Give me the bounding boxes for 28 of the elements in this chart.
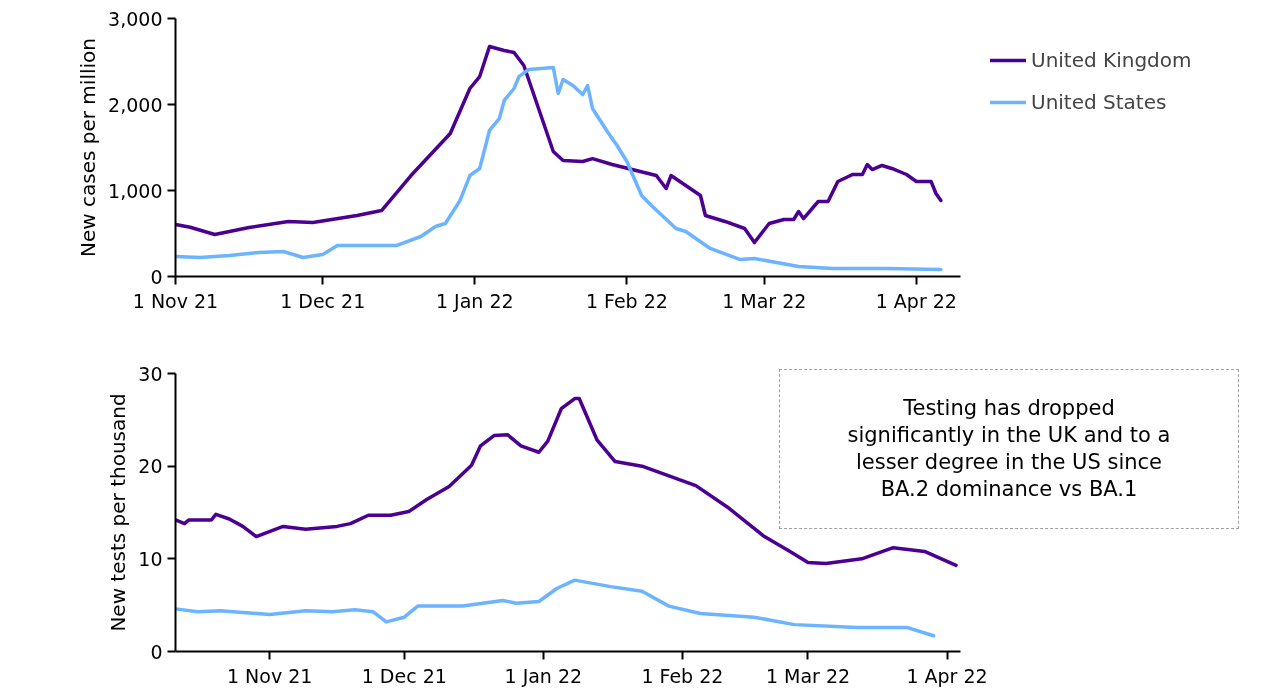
x-tick-label: 1 Nov 21 [226, 664, 313, 687]
x-tick-label: 1 Jan 22 [504, 664, 583, 687]
x-tick-label: 1 Feb 22 [585, 289, 668, 312]
annotation: Testing has dropped significantly in the UK and to a lesser degree in the US since BA.2 dominance vs BA.1 [779, 369, 1239, 529]
x-tick-label: 1 Mar 22 [722, 289, 807, 312]
legend-label: United Kingdom [1031, 48, 1192, 72]
y-tick-label: 3,000 [108, 7, 163, 30]
line-series [175, 65, 943, 272]
y-tick-label: 0 [150, 265, 163, 288]
line-series [175, 44, 943, 245]
line-series [175, 578, 936, 638]
y-tick-label: 20 [138, 455, 163, 478]
y-tick-label: 30 [138, 362, 163, 385]
x-tick-label: 1 Apr 22 [906, 664, 988, 687]
y-tick-label: 10 [138, 547, 163, 570]
y-tick-label: 2,000 [108, 93, 163, 116]
x-tick-label: 1 Dec 21 [280, 289, 366, 312]
y-axis-title: New tests per thousand [106, 393, 131, 632]
x-tick-label: 1 Feb 22 [641, 664, 724, 687]
y-axis-title: New cases per million [76, 38, 101, 257]
y-tick-label: 1,000 [108, 179, 163, 202]
x-tick-label: 1 Apr 22 [875, 289, 957, 312]
x-tick-label: 1 Mar 22 [765, 664, 851, 687]
x-tick-label: 1 Dec 21 [361, 664, 447, 687]
x-tick-label: 1 Jan 22 [435, 289, 514, 312]
y-tick-label: 0 [150, 640, 163, 663]
legend-label: United States [1031, 90, 1167, 114]
x-tick-label: 1 Nov 21 [132, 289, 219, 312]
